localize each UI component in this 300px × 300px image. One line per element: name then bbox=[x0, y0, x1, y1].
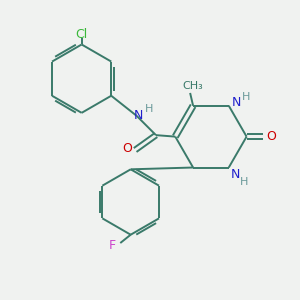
Text: H: H bbox=[242, 92, 250, 102]
Text: CH₃: CH₃ bbox=[183, 81, 203, 92]
Text: O: O bbox=[266, 130, 276, 143]
Text: Cl: Cl bbox=[76, 28, 88, 40]
Text: N: N bbox=[232, 96, 241, 109]
Text: H: H bbox=[145, 104, 153, 114]
Text: H: H bbox=[239, 177, 248, 187]
Text: O: O bbox=[122, 142, 132, 155]
Text: N: N bbox=[231, 168, 240, 182]
Text: N: N bbox=[134, 109, 143, 122]
Text: F: F bbox=[109, 238, 116, 252]
